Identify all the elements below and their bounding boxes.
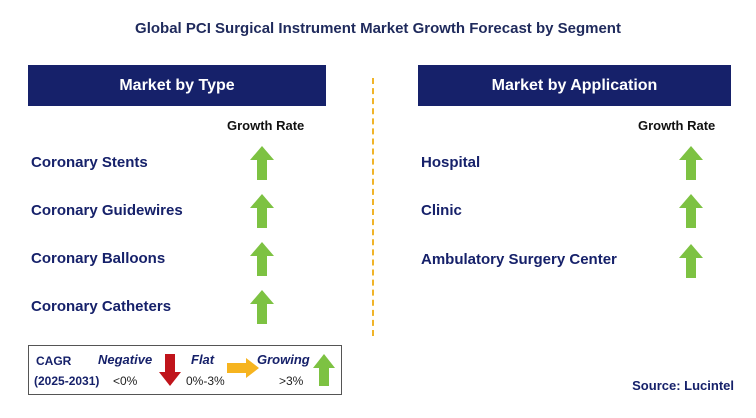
growing-arrow-icon bbox=[679, 194, 703, 228]
source-credit: Source: Lucintel bbox=[632, 378, 734, 393]
cagr-legend: CAGR (2025-2031) Negative <0% Flat 0%-3%… bbox=[28, 345, 342, 395]
application-row-label: Hospital bbox=[421, 154, 481, 171]
growing-arrow-icon bbox=[250, 242, 274, 276]
growing-arrow-icon bbox=[679, 244, 703, 278]
market-by-application-header: Market by Application bbox=[418, 65, 731, 106]
legend-cagr-label: CAGR bbox=[36, 354, 72, 368]
application-row-label: Ambulatory Surgery Center bbox=[421, 251, 617, 268]
growing-arrow-icon bbox=[679, 146, 703, 180]
type-row-label: Coronary Guidewires bbox=[31, 202, 183, 219]
growing-arrow-icon bbox=[250, 290, 274, 324]
legend-negative-label: Negative bbox=[98, 352, 153, 367]
legend-negative-range: <0% bbox=[113, 374, 138, 388]
legend-flat-label: Flat bbox=[191, 352, 215, 367]
panel-divider bbox=[372, 78, 374, 336]
type-row-label: Coronary Stents bbox=[31, 154, 148, 171]
type-row-label: Coronary Balloons bbox=[31, 250, 166, 267]
application-row-label: Clinic bbox=[421, 202, 462, 219]
market-by-type-header: Market by Type bbox=[28, 65, 326, 106]
legend-flat-range: 0%-3% bbox=[186, 374, 225, 388]
legend-growing-label: Growing bbox=[257, 352, 310, 367]
legend-period: (2025-2031) bbox=[34, 374, 100, 388]
growing-arrow-icon bbox=[250, 194, 274, 228]
growing-legend-arrow-icon bbox=[313, 354, 335, 386]
type-growth-rate-label: Growth Rate bbox=[227, 118, 305, 133]
growing-arrow-icon bbox=[250, 146, 274, 180]
flat-arrow-icon bbox=[227, 358, 259, 378]
negative-arrow-icon bbox=[159, 354, 181, 386]
application-growth-rate-label: Growth Rate bbox=[638, 118, 716, 133]
legend-growing-range: >3% bbox=[279, 374, 304, 388]
chart-title: Global PCI Surgical Instrument Market Gr… bbox=[135, 20, 621, 37]
type-row-label: Coronary Catheters bbox=[31, 298, 172, 315]
